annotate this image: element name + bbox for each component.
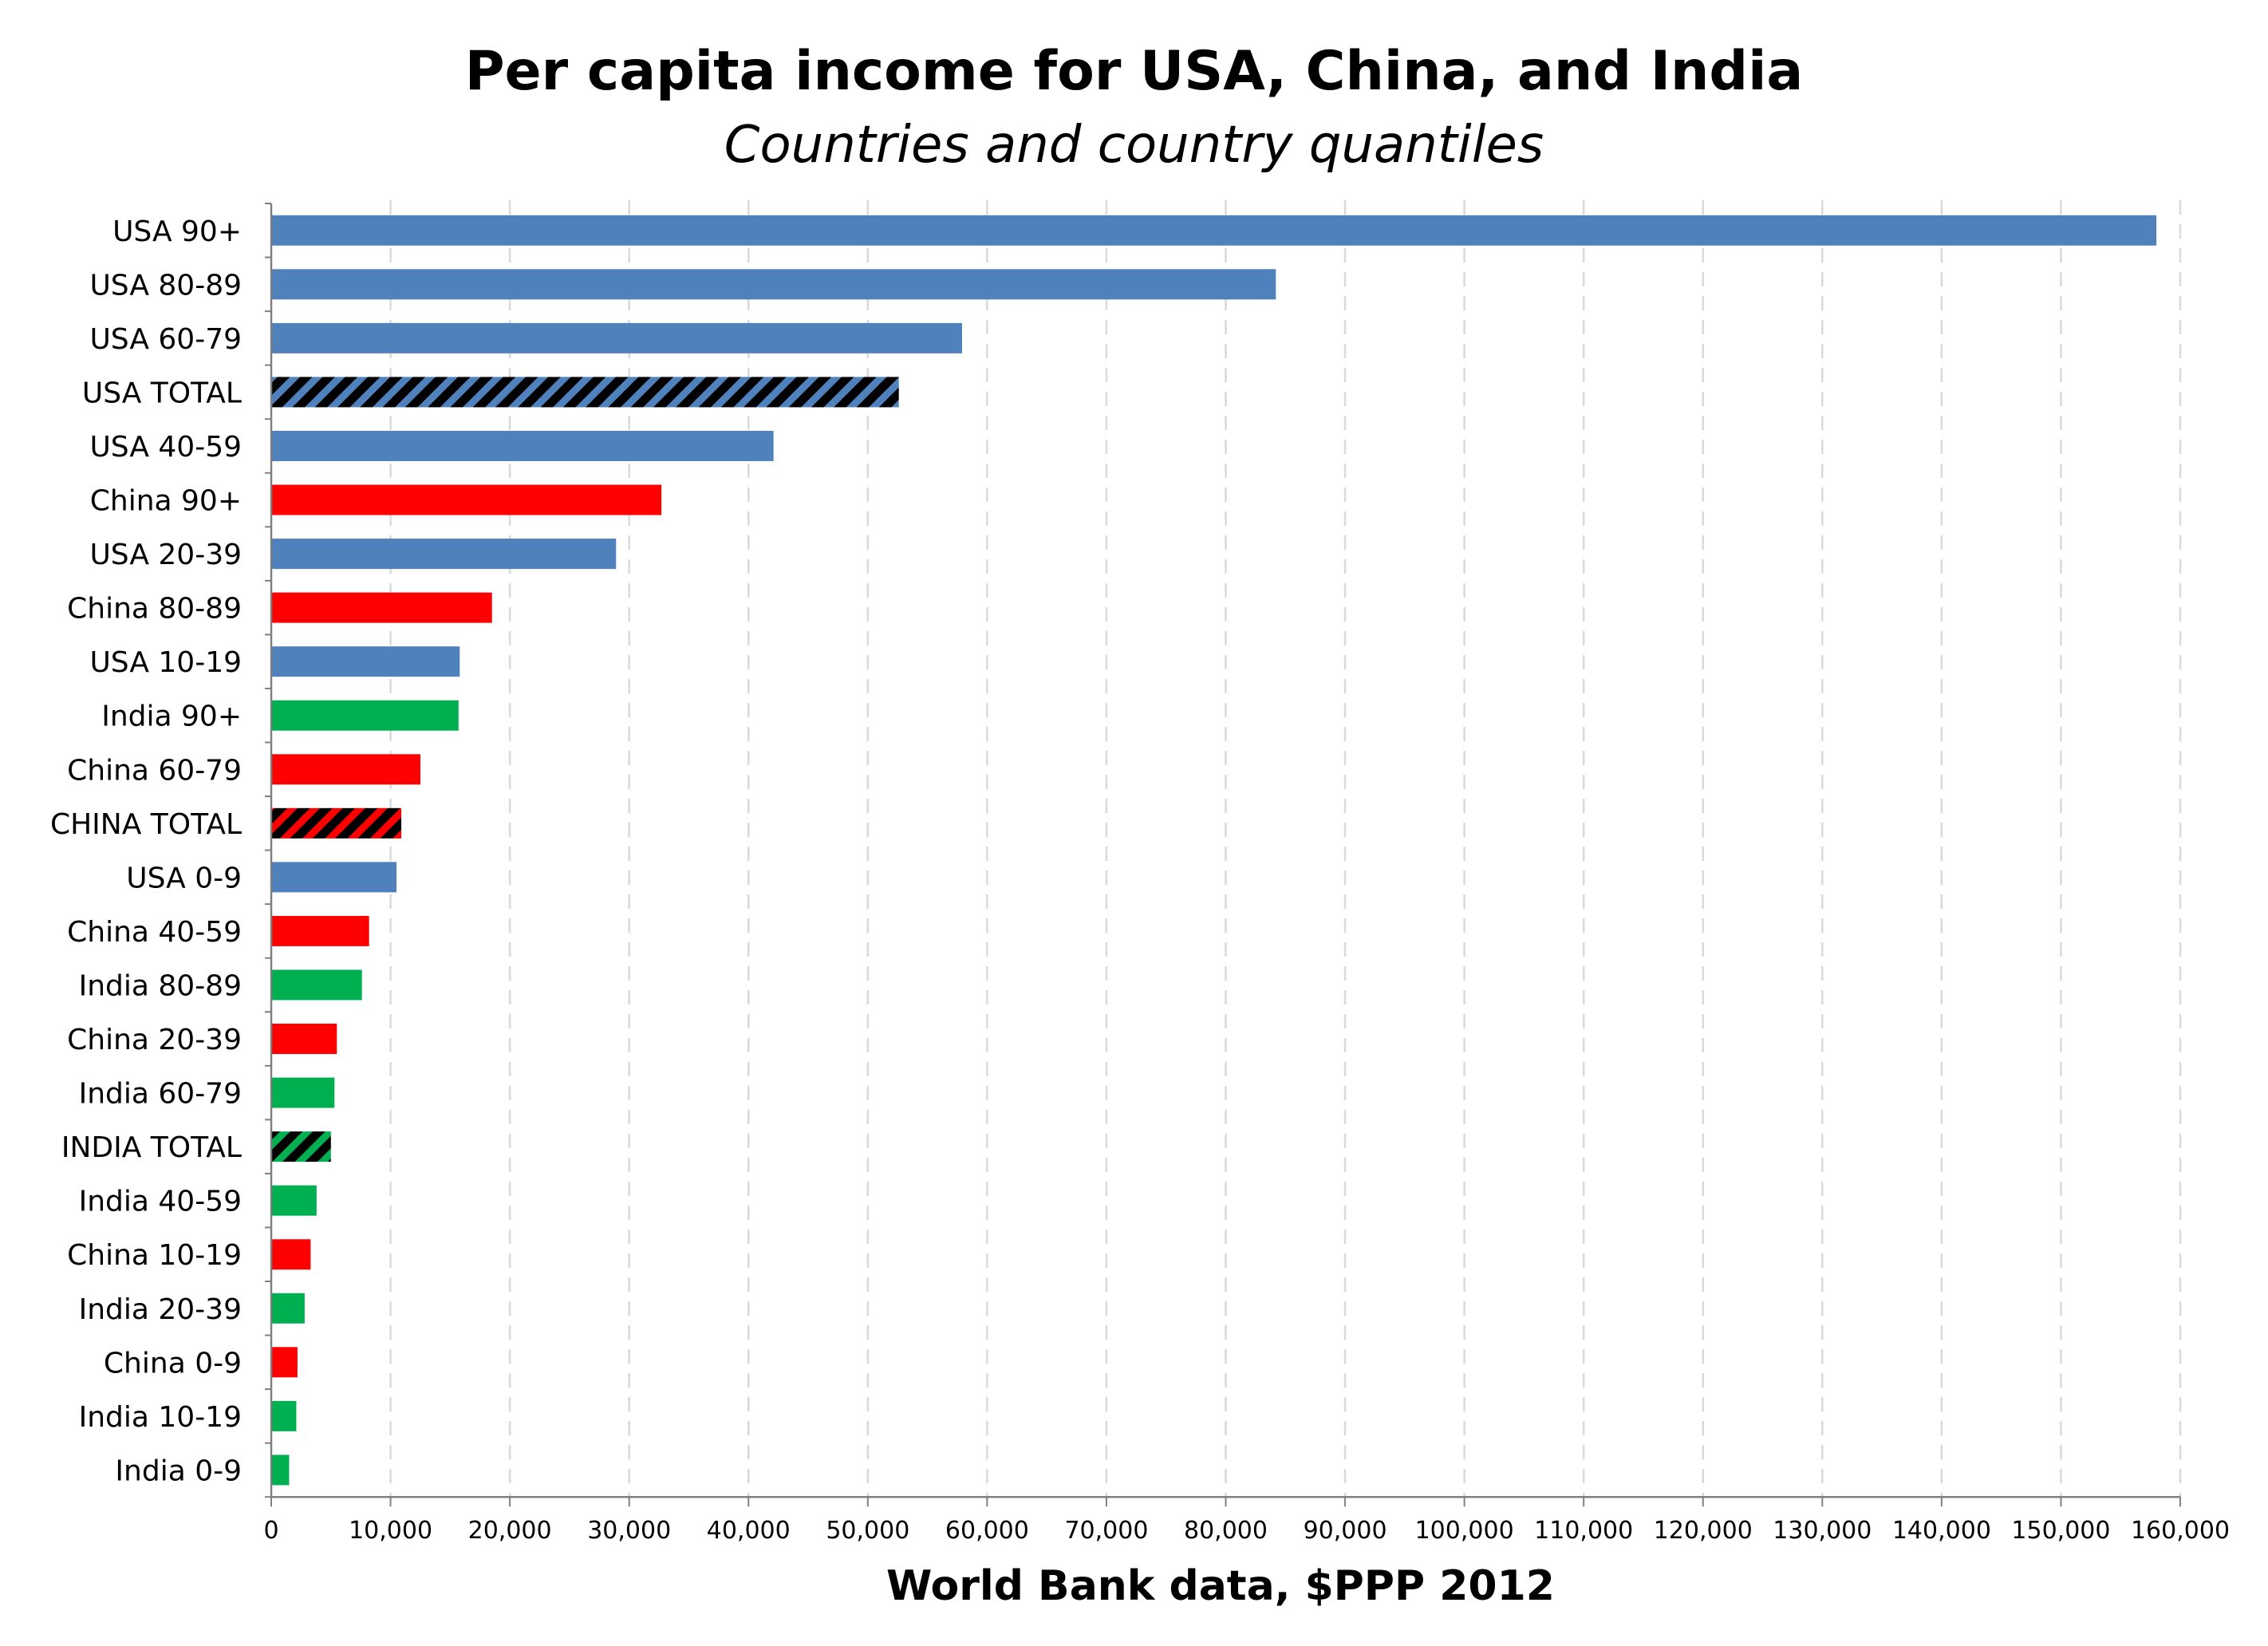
category-label: China 40-59 [67, 916, 242, 949]
x-tick-label: 160,000 [2131, 1517, 2230, 1545]
axes: 0 10,000 20,000 30,000 40,000 50,000 60,000 70,… [263, 203, 2230, 1545]
bar [271, 1185, 317, 1216]
x-tick-label: 90,000 [1304, 1517, 1387, 1545]
category-label: India 20-39 [79, 1293, 242, 1326]
category-label: CHINA TOTAL [50, 808, 242, 841]
bar [271, 592, 492, 623]
x-tick-label: 40,000 [707, 1517, 791, 1545]
category-label: USA 40-59 [89, 431, 242, 464]
category-label: India 0-9 [115, 1455, 242, 1487]
category-label: India 10-19 [79, 1401, 242, 1434]
bar [271, 1131, 331, 1162]
x-tick-label: 0 [263, 1517, 278, 1545]
category-label: India 40-59 [79, 1186, 242, 1218]
category-label: China 10-19 [67, 1239, 242, 1272]
x-tick-label: 50,000 [826, 1517, 909, 1545]
bar [271, 1347, 298, 1378]
category-label: China 80-89 [67, 593, 242, 626]
bar [271, 539, 617, 570]
bar [271, 1239, 311, 1270]
category-label: China 0-9 [104, 1347, 242, 1380]
category-label: USA 10-19 [89, 646, 242, 679]
category-labels: USA 90+ USA 80-89 USA 60-79 USA TOTAL USA 40… [50, 215, 242, 1488]
x-tick-label: 10,000 [349, 1517, 432, 1545]
x-tick-label: 140,000 [1892, 1517, 1991, 1545]
category-label: INDIA TOTAL [61, 1131, 242, 1164]
bar [271, 700, 459, 731]
bar [271, 430, 774, 461]
x-axis-title: World Bank data, $PPP 2012 [886, 1562, 1555, 1610]
x-tick-label: 110,000 [1534, 1517, 1633, 1545]
bar [271, 377, 899, 408]
category-label: China 90+ [90, 485, 242, 518]
category-label: India 80-89 [79, 969, 242, 1002]
chart-title: Per capita income for USA, China, and In… [464, 40, 1804, 103]
x-tick-label: 100,000 [1415, 1517, 1514, 1545]
x-tick-label: 150,000 [2011, 1517, 2110, 1545]
bar [271, 269, 1276, 300]
category-label: India 60-79 [79, 1078, 242, 1111]
x-tick-label: 80,000 [1184, 1517, 1268, 1545]
bars [271, 215, 2157, 1486]
bar [271, 969, 362, 1001]
bar [271, 1455, 290, 1486]
x-tick-label: 20,000 [468, 1517, 552, 1545]
bar [271, 322, 962, 353]
bar [271, 1024, 337, 1055]
bar [271, 215, 2157, 246]
x-tick-label: 70,000 [1064, 1517, 1148, 1545]
x-tick-label: 60,000 [945, 1517, 1029, 1545]
bar [271, 862, 397, 893]
category-label: China 60-79 [67, 754, 242, 787]
x-tick-label: 130,000 [1773, 1517, 1872, 1545]
bar [271, 646, 460, 677]
bar [271, 754, 420, 785]
category-label: India 90+ [101, 701, 242, 733]
category-label: USA TOTAL [82, 377, 242, 409]
bar [271, 1400, 297, 1431]
bar [271, 1293, 305, 1324]
category-label: USA 80-89 [89, 269, 242, 302]
chart-subtitle: Countries and country quantiles [724, 116, 1544, 175]
category-label: USA 60-79 [89, 323, 242, 356]
category-label: USA 0-9 [126, 862, 242, 894]
x-tick-label: 120,000 [1654, 1517, 1753, 1545]
bar [271, 807, 402, 839]
gridlines [389, 200, 2182, 1498]
bar [271, 484, 662, 515]
bar [271, 1077, 335, 1108]
category-label: USA 90+ [112, 215, 242, 248]
category-label: USA 20-39 [89, 539, 242, 571]
x-tick-label: 30,000 [587, 1517, 671, 1545]
bar [271, 915, 369, 946]
category-label: China 20-39 [67, 1024, 242, 1056]
